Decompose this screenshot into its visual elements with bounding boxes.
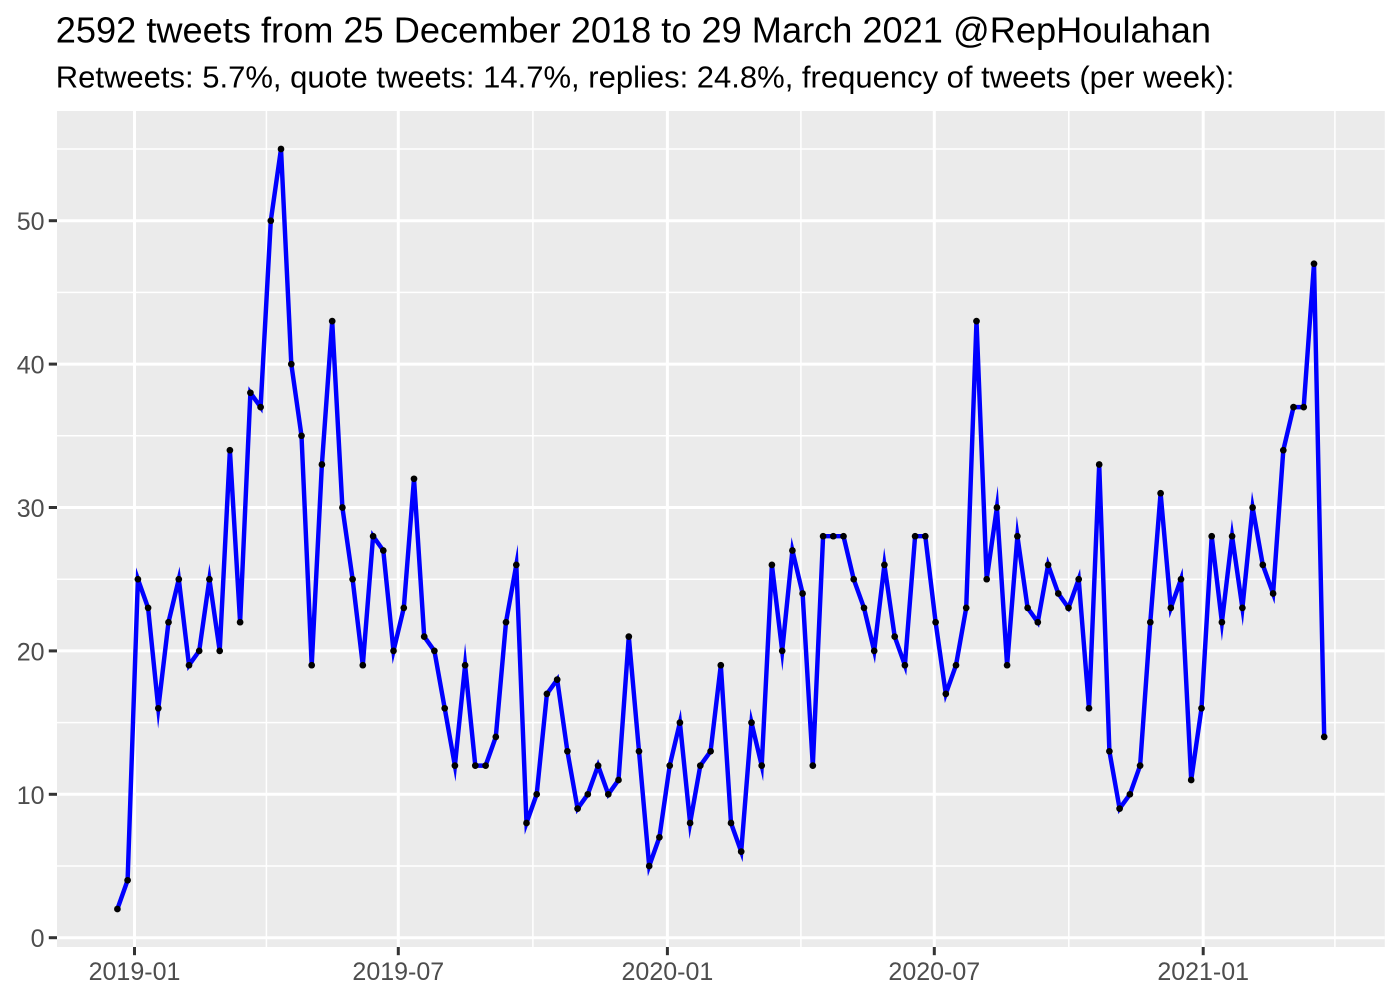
svg-text:2019-01: 2019-01 <box>89 958 181 986</box>
svg-text:40: 40 <box>17 352 45 380</box>
svg-text:0: 0 <box>31 925 45 953</box>
svg-text:2019-07: 2019-07 <box>352 958 444 986</box>
svg-text:30: 30 <box>17 495 45 523</box>
svg-text:2020-01: 2020-01 <box>622 958 714 986</box>
svg-text:2020-07: 2020-07 <box>888 958 980 986</box>
svg-text:Retweets: 5.7%, quote tweets:: Retweets: 5.7%, quote tweets: 14.7%, rep… <box>56 60 1235 95</box>
svg-text:10: 10 <box>17 782 45 810</box>
svg-text:2592 tweets from 25 December 2: 2592 tweets from 25 December 2018 to 29 … <box>56 9 1211 50</box>
svg-text:2021-01: 2021-01 <box>1157 958 1249 986</box>
svg-text:50: 50 <box>17 208 45 236</box>
svg-text:20: 20 <box>17 638 45 666</box>
